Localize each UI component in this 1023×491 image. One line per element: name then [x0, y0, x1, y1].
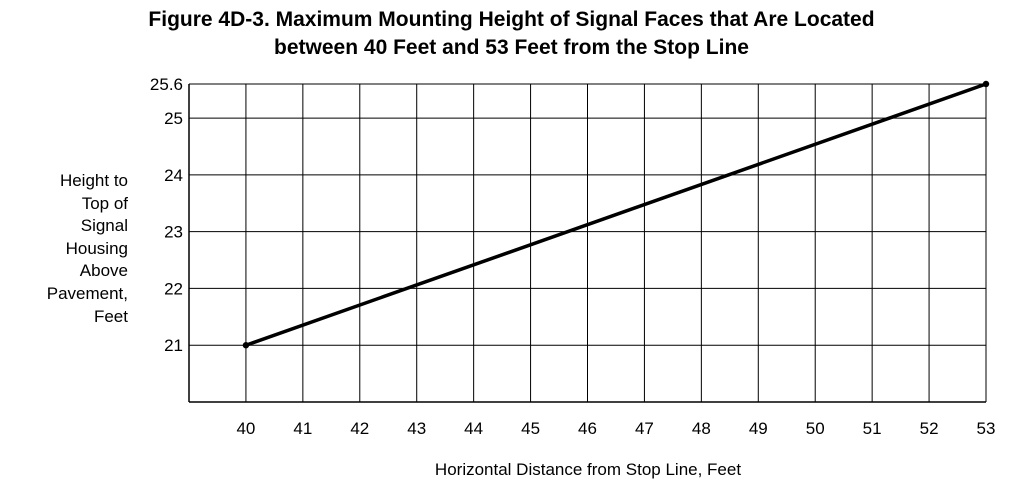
y-axis-label-line: Feet [93, 306, 128, 326]
y-tick-label: 24 [164, 166, 183, 185]
y-tick-label: 21 [164, 336, 183, 355]
x-tick-label: 49 [749, 419, 768, 438]
y-axis-label-line: Pavement, [46, 283, 128, 303]
x-tick-label: 42 [350, 419, 369, 438]
grid [189, 83, 987, 402]
y-axis-label-line: Signal [80, 216, 128, 236]
y-axis-label-line: Above [79, 261, 128, 281]
y-tick-label: 25.6 [150, 75, 183, 94]
x-tick-label: 40 [236, 419, 255, 438]
x-tick-label: 47 [635, 419, 654, 438]
x-tick-label: 46 [578, 419, 597, 438]
x-tick-label: 53 [977, 419, 996, 438]
x-axis-label: Horizontal Distance from Stop Line, Feet [435, 460, 741, 479]
chart-title: Figure 4D-3. Maximum Mounting Height of … [0, 6, 1023, 62]
y-axis-label: Height to Top of Signal Housing Above Pa… [10, 170, 128, 328]
y-tick-label: 25 [164, 109, 183, 128]
y-tick-label: 22 [164, 279, 183, 298]
x-tick-label: 43 [407, 419, 426, 438]
x-tick-label: 45 [521, 419, 540, 438]
y-tick-labels: 21 22 23 24 25 25.6 [150, 75, 183, 355]
x-tick-label: 41 [293, 419, 312, 438]
x-tick-label: 48 [692, 419, 711, 438]
y-tick-label: 23 [164, 223, 183, 242]
x-tick-labels: 40 41 42 43 44 45 46 47 48 49 50 51 52 53 [236, 419, 995, 438]
chart-title-line-2: between 40 Feet and 53 Feet from the Sto… [274, 36, 749, 59]
x-tick-label: 51 [863, 419, 882, 438]
x-tick-label: 44 [464, 419, 483, 438]
series [242, 80, 990, 349]
series-line [245, 82, 987, 347]
y-axis-label-line: Housing [65, 238, 128, 258]
data-point [242, 342, 250, 349]
data-point [982, 80, 990, 88]
y-axis-label-line: Height to [59, 171, 128, 190]
chart-title-line-1: Figure 4D-3. Maximum Mounting Height of … [148, 8, 875, 31]
x-tick-label: 52 [920, 419, 939, 438]
x-tick-label: 50 [806, 419, 825, 438]
axes [188, 84, 986, 403]
y-axis-label-line: Top of [81, 193, 128, 213]
